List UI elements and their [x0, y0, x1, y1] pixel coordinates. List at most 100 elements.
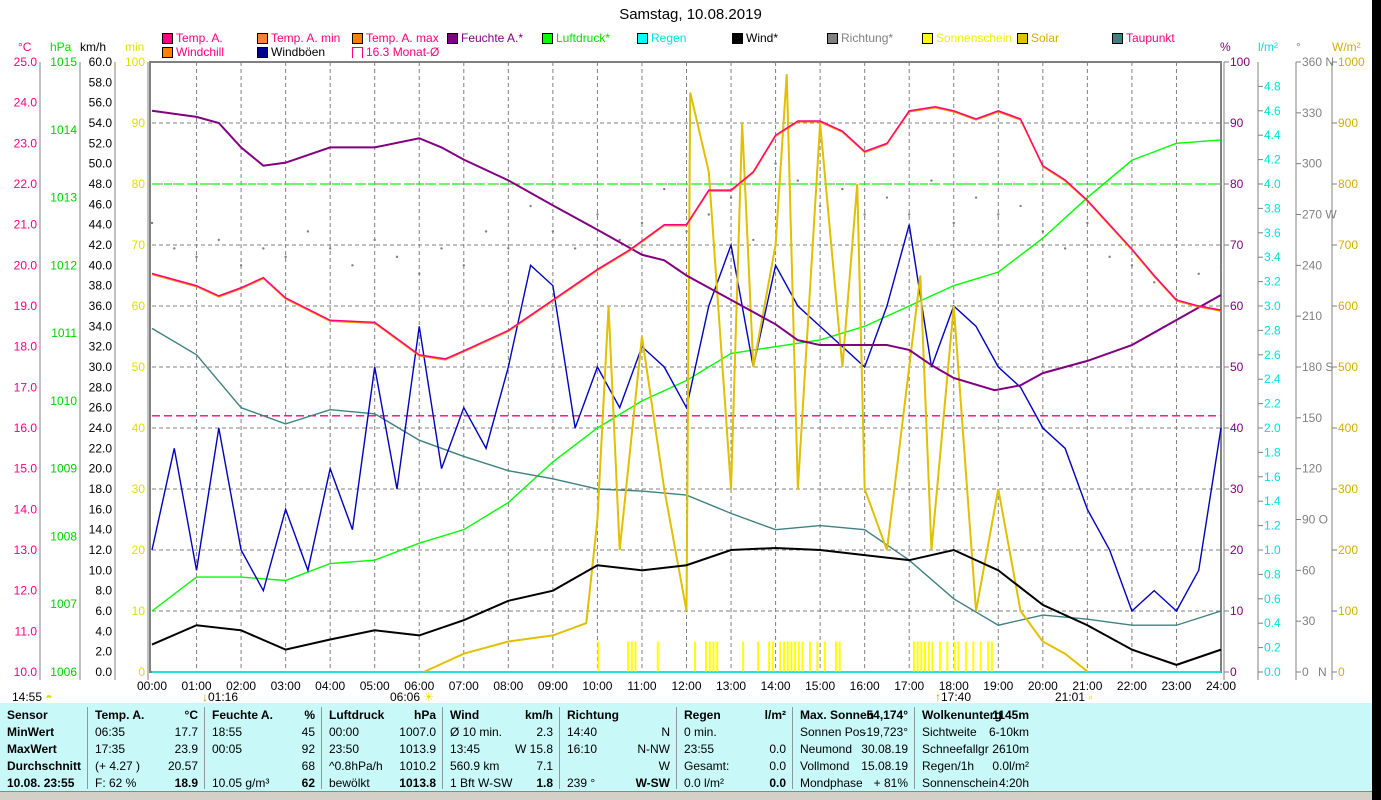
- bar-sonnenschein: [634, 641, 637, 672]
- x-tick-label: 01:00: [182, 679, 212, 693]
- y-tick-label-direction: 90 O: [1302, 513, 1328, 527]
- y-tick-label-solar: 400: [1338, 421, 1358, 435]
- y-tick-label-wind: 12.0: [89, 543, 113, 557]
- legend-swatch: [162, 46, 173, 58]
- y-tick-label-temp: 22.0: [14, 177, 38, 191]
- y-tick-label-pressure: 1010: [50, 394, 77, 408]
- y-tick-label-solar: 200: [1338, 543, 1358, 557]
- stats-label: 14:40: [567, 725, 598, 739]
- y-tick-label-wind: 34.0: [89, 319, 113, 333]
- y-tick-label-wind: 0.0: [95, 665, 112, 679]
- x-tick-label: 21:00: [1072, 679, 1102, 693]
- point-richtung: [1063, 247, 1067, 250]
- y-tick-label-direction: 180 S: [1302, 360, 1333, 374]
- y-tick-label-rain: 4.2: [1264, 153, 1281, 167]
- stats-value: -19,723°: [862, 725, 909, 739]
- legend-label: Windböen: [271, 45, 326, 59]
- moon-icon: ◓: [45, 690, 53, 704]
- stats-label: Vollmond: [800, 759, 850, 773]
- y-tick-label-direction: 330: [1302, 106, 1322, 120]
- stats-row: Gesamt: 0.0: [677, 758, 792, 775]
- legend-item: Temp. A. max: [352, 31, 439, 45]
- y-tick-label-wind: 14.0: [89, 523, 113, 537]
- y-tick-label-wind: 58.0: [89, 75, 113, 89]
- marker-moonrise: ↑17:40: [935, 690, 971, 704]
- line-temp-a: [151, 106, 1222, 360]
- y-tick-label-rain: 3.8: [1264, 201, 1281, 215]
- x-tick-label: 03:00: [271, 679, 301, 693]
- y-tick-label-wind: 54.0: [89, 116, 113, 130]
- stats-label: 0.0 l/m²: [684, 776, 725, 790]
- y-tick-label-wind: 26.0: [89, 401, 113, 415]
- stats-row: 0 min.: [677, 724, 792, 741]
- legend-label: Temp. A. max: [366, 31, 439, 45]
- stats-value: W 15.8: [514, 742, 553, 756]
- y-tick-label-sun: 40: [132, 421, 146, 435]
- y-tick-label-direction: 60: [1302, 563, 1316, 577]
- point-richtung: [997, 213, 1000, 216]
- point-richtung: [284, 255, 287, 259]
- stats-row: Schneefallgr 2610m: [915, 741, 1035, 758]
- y-tick-label-rain: 0.6: [1264, 592, 1281, 606]
- point-richtung: [796, 179, 800, 182]
- legend-item: Regen: [637, 31, 686, 45]
- weather-chart: 00:00 01:00 02:00 03:00 04:00 05:00 06:00 07:00…: [14, 55, 1365, 693]
- unit-direction: °: [1296, 40, 1301, 54]
- stats-value: 1.8: [536, 776, 553, 790]
- statistics-panel: Sensor MinWert MaxWert Durchschnitt 10.08. 2…: [0, 703, 1372, 791]
- stats-row: Neumond 30.08.19: [793, 741, 914, 758]
- stats-label: 00:00: [329, 725, 360, 739]
- y-tick-label-sun: 90: [132, 116, 146, 130]
- stats-column: Regen l/m² 0 min. 23:55 0.0 Gesamt: 0.0 0.0 l/m…: [677, 707, 793, 790]
- y-tick-label-sun: 0: [138, 665, 145, 679]
- y-tick-label-sun: 30: [132, 482, 146, 496]
- y-tick-label-temp: 21.0: [14, 218, 38, 232]
- y-tick-label-temp: 16.0: [14, 421, 38, 435]
- bar-sonnenschein: [946, 641, 949, 672]
- stats-label: Schneefallgr: [922, 742, 989, 756]
- y-tick-label-wind: 44.0: [89, 218, 113, 232]
- y-tick-label-temp: 11.0: [15, 624, 38, 638]
- point-richtung: [841, 187, 844, 191]
- point-richtung: [930, 179, 933, 182]
- stats-row: F: 62 % 18.9: [88, 775, 204, 792]
- x-tick-label: 15:00: [805, 679, 835, 693]
- stats-row: (+ 4.27 ) 20.57: [88, 758, 204, 775]
- point-richtung: [150, 221, 154, 225]
- y-tick-label-rain: 2.2: [1264, 397, 1281, 411]
- stats-label: Gesamt:: [684, 759, 730, 773]
- stats-label: Regen/1h: [922, 759, 975, 773]
- y-tick-label-sun: 80: [132, 177, 146, 191]
- marker-moon: 14:55 ◓: [12, 690, 53, 704]
- point-richtung: [418, 272, 421, 276]
- x-tick-label: 20:00: [1028, 679, 1058, 693]
- point-richtung: [1219, 265, 1223, 269]
- bar-sonnenschein: [924, 641, 927, 672]
- y-tick-label-temp: 10.0: [14, 665, 38, 679]
- stats-label: Wolkenunterg: [922, 708, 1002, 722]
- legend-label: Richtung*: [841, 31, 894, 45]
- y-tick-label-rain: 2.4: [1264, 372, 1281, 386]
- unit-humidity: %: [1220, 40, 1231, 54]
- stats-label: Ø 10 min.: [450, 725, 503, 739]
- stats-row: Richtung: [560, 707, 676, 724]
- point-richtung: [663, 187, 666, 191]
- x-tick-label: 12:00: [671, 679, 701, 693]
- point-richtung: [1197, 272, 1200, 276]
- y-tick-label-sun: 10: [132, 604, 146, 618]
- bar-sonnenschein: [712, 641, 715, 672]
- unit-temp: °C: [18, 40, 32, 54]
- stats-label: Sichtweite: [922, 725, 977, 739]
- x-tick-label: 10:00: [582, 679, 612, 693]
- bar-sonnenschein: [916, 641, 919, 672]
- stats-value: °C: [184, 708, 198, 722]
- legend-item: Wind*: [732, 31, 778, 45]
- y-tick-label-solar: 700: [1338, 238, 1358, 252]
- x-tick-label: 23:00: [1161, 679, 1191, 693]
- y-tick-label-wind: 16.0: [89, 502, 113, 516]
- stats-value: 1007.0: [399, 725, 436, 739]
- stats-label: Sensor: [7, 708, 48, 722]
- point-richtung: [328, 247, 332, 250]
- y-tick-label-humidity: 0: [1230, 665, 1237, 679]
- y-tick-label-wind: 50.0: [89, 157, 113, 171]
